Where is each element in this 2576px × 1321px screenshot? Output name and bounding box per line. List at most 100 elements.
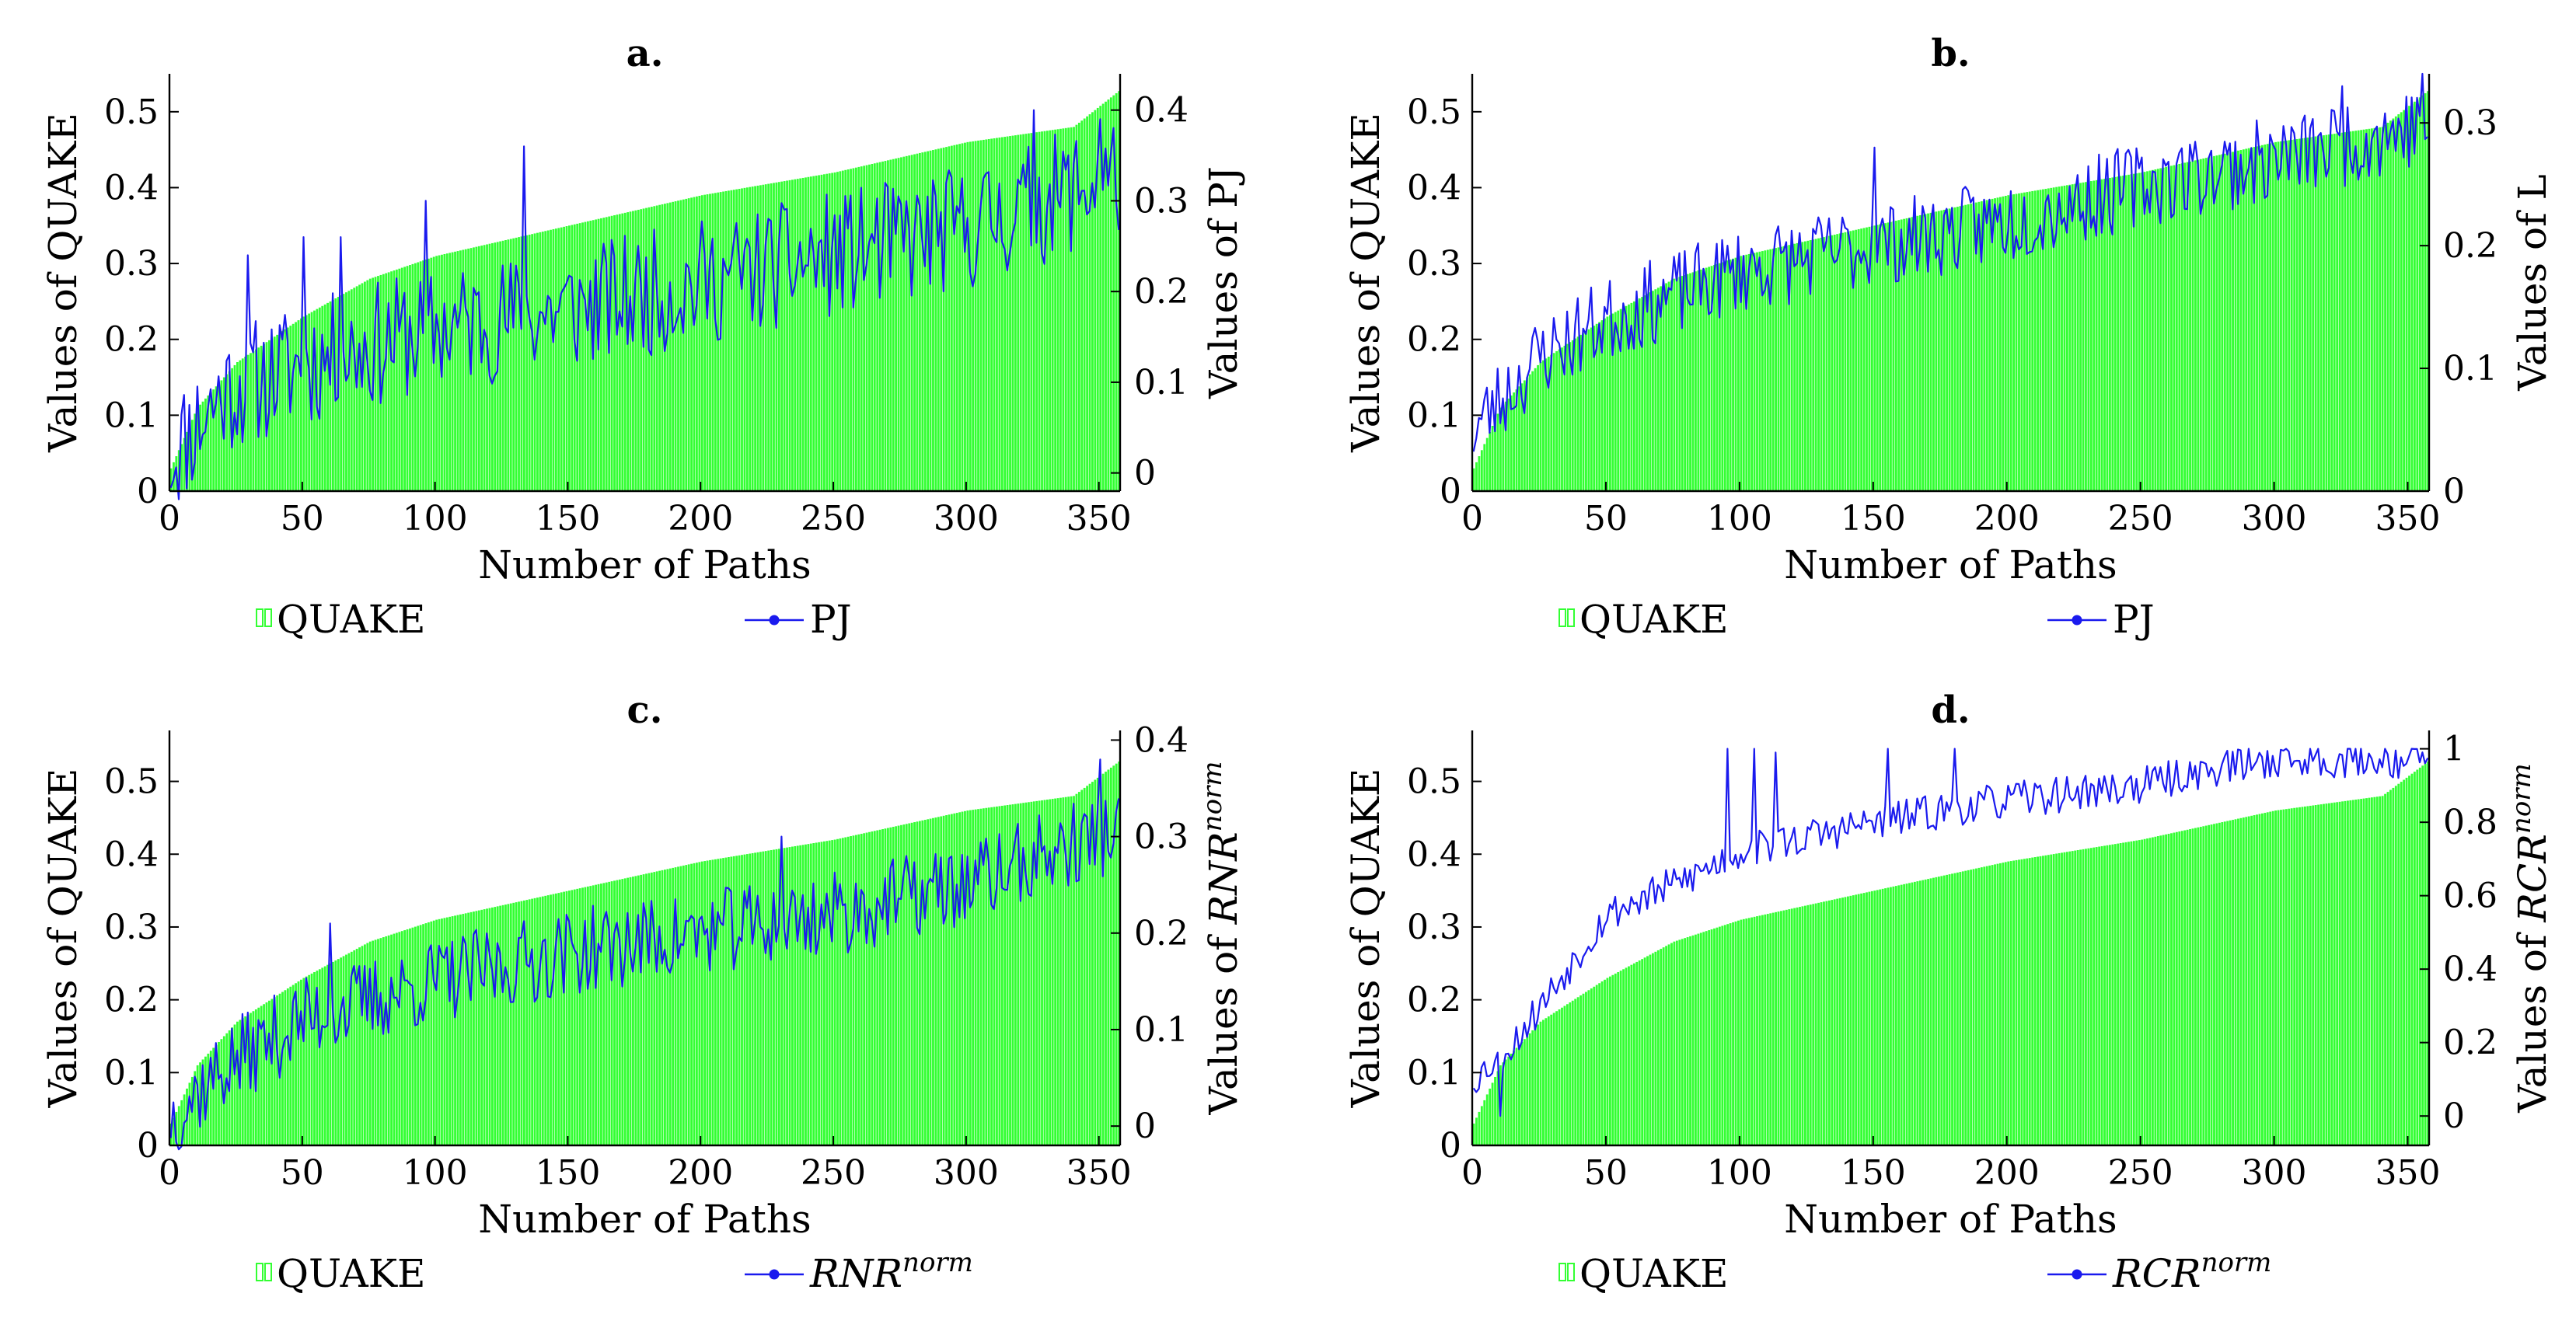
quake-bar [220,1039,223,1145]
y-tick-label: 0.4 [1407,835,1461,874]
quake-bar [767,183,770,491]
quake-bar [353,950,356,1145]
quake-bar [313,310,316,491]
quake-bar [597,218,600,491]
quake-bar [1622,307,1625,491]
quake-bar [581,887,584,1145]
quake-bar [743,187,746,491]
quake-bar [2306,806,2309,1145]
quake-bar [512,902,515,1145]
quake-bar [393,933,396,1145]
quake-bar [1771,912,1775,1145]
quake-bar [1860,893,1863,1145]
quake-bar [732,190,735,492]
quake-bar [2247,816,2250,1145]
quake-bar [1948,208,1951,491]
quake-bar [350,289,353,491]
quake-bar [347,291,351,491]
quake-bar [1565,343,1569,491]
quake-bar [1523,380,1526,491]
quake-bar [302,316,305,491]
quake-bar [1897,220,1901,491]
quake-bar [1994,864,1996,1145]
quake-bar [2199,827,2202,1145]
quake-bar [1115,763,1118,1145]
quake-bar [929,818,932,1145]
y-tick-label: 0.1 [1407,396,1461,435]
quake-bar [1801,242,1804,491]
legend-bar-swatch [256,1263,264,1281]
quake-bar [419,261,422,491]
quake-bar [1101,773,1105,1145]
quake-bar [169,468,173,491]
quake-bar [2327,803,2330,1145]
quake-bar [1569,342,1572,491]
quake-bar [390,271,393,491]
quake-bar [2117,176,2120,491]
quake-bar [1628,966,1630,1145]
quake-bar [1534,1027,1537,1145]
quake-bar [528,899,531,1145]
quake-bar [910,822,913,1145]
quake-bar [1614,312,1617,491]
quake-bar [475,246,478,491]
y2-tick-label: 0.2 [2443,226,2497,266]
quake-bar [2082,182,2085,491]
quake-bar [1646,956,1649,1145]
y-axis-label: Values of QUAKE [40,113,86,453]
quake-bar [812,176,815,491]
quake-bar [477,246,480,491]
quake-bar [552,894,555,1145]
quake-bar [693,197,696,491]
quake-bar [722,191,724,492]
quake-bar [308,313,311,491]
quake-bar [403,267,407,491]
quake-bar [2119,176,2122,491]
quake-bar [679,866,682,1145]
quake-bar [1606,978,1609,1145]
quake-bar [340,295,343,491]
quake-bar [499,905,502,1145]
quake-bar [972,810,975,1145]
x-axis-label: Number of Paths [478,542,811,587]
quake-bar [953,145,956,491]
quake-bar [267,1000,271,1145]
quake-bar [2330,803,2333,1145]
quake-bar [1991,198,1994,491]
quake-bar [363,281,366,491]
quake-bar [1638,960,1641,1145]
quake-bar [767,850,770,1145]
quake-bar [2058,186,2061,491]
quake-bar [1024,134,1028,491]
quake-bar [2154,169,2157,491]
quake-bar [1827,235,1831,491]
quake-bar [2135,173,2138,491]
quake-bar [833,172,836,491]
quake-bar [586,221,589,491]
quake-bar [961,811,964,1145]
quake-bar [610,881,613,1145]
quake-bar [2143,838,2146,1145]
quake-bar [854,167,857,492]
quake-bar [1667,944,1670,1145]
quake-bar [329,963,332,1145]
quake-bar [1681,939,1684,1145]
quake-bar [2079,183,2082,491]
y-tick-label: 0.1 [104,396,159,435]
quake-bar [1054,798,1057,1145]
quake-bar [1866,892,1868,1145]
legend-bars-label: QUAKE [277,1251,426,1296]
quake-bar [2408,106,2410,491]
quake-bar [985,807,988,1145]
quake-bar [501,240,504,491]
quake-bar [1841,898,1844,1145]
quake-bar [948,814,951,1145]
quake-bar [1611,974,1614,1145]
quake-bar [1485,437,1489,491]
quake-bar [687,864,690,1145]
quake-bar [2085,182,2087,491]
quake-bar [499,241,502,491]
quake-bar [2108,177,2111,491]
quake-bar [2253,147,2256,491]
quake-bar [403,930,407,1145]
